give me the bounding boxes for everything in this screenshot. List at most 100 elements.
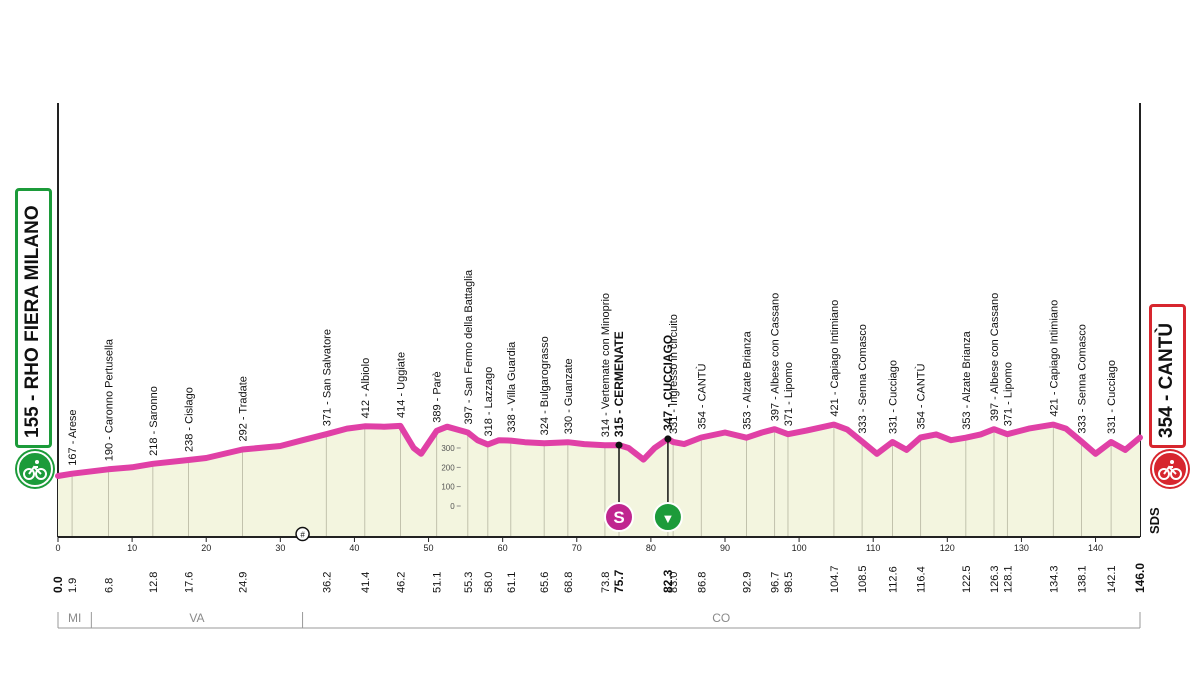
waypoint-label: 292 - Tradate [238, 376, 250, 441]
km-tick-label: 30 [275, 543, 285, 553]
km-tick-label: 80 [646, 543, 656, 553]
waypoint-label: 421 - Capiago Intimiano [1048, 300, 1060, 417]
marker-glyph: S [613, 508, 624, 527]
waypoint-label: 397 - Albese con Cassano [770, 293, 782, 421]
waypoint-label: 238 - Cislago [183, 387, 195, 452]
km-tick-label: 90 [720, 543, 730, 553]
waypoint-km-label: 138.1 [1076, 565, 1088, 593]
province-label: VA [189, 611, 204, 625]
finish-bike-icon [1152, 451, 1188, 487]
km-tick-label: 0 [55, 543, 60, 553]
start-bike-icon [17, 451, 53, 487]
province-label: CO [712, 611, 730, 625]
waypoint-label: 371 - San Salvatore [321, 329, 333, 426]
altitude-tick-label: 200 [441, 463, 455, 472]
waypoint-label: 333 - Senna Comasco [1076, 324, 1088, 433]
waypoint-km-label: 6.8 [103, 578, 115, 593]
start-label: 155 - RHO FIERA MILANO [22, 205, 43, 438]
waypoint-label: 347 - CUCCIAGO [661, 335, 675, 431]
waypoint-label: 371 - Lipomo [1002, 362, 1014, 426]
waypoint-label: 314 - Vertemate con Minoprio [600, 293, 612, 437]
waypoint-km-label: 92.9 [741, 572, 753, 593]
feed-zone-glyph: # [300, 531, 305, 540]
waypoint-label: 324 - Bulgarograsso [539, 336, 551, 435]
waypoint-km-label: 12.8 [148, 572, 160, 593]
province-label: MI [68, 611, 81, 625]
finish-logo: SDS [1147, 507, 1162, 534]
waypoint-km-label: 24.9 [238, 572, 250, 593]
waypoint-label: 315 - CERMENATE [612, 331, 626, 437]
waypoint-label: 330 - Guanzate [563, 358, 575, 434]
profile-area [58, 424, 1140, 537]
waypoint-label: 353 - Alzate Brianza [961, 330, 973, 429]
waypoint-km-label: 0.0 [51, 576, 65, 593]
waypoint-km-label: 128.1 [1002, 565, 1014, 593]
sprint-icon [604, 502, 635, 532]
waypoint-km-label: 41.4 [360, 572, 372, 593]
waypoint-km-label: 126.3 [989, 565, 1001, 593]
circuit-icon [652, 502, 683, 532]
waypoint-km-label: 82.3 [661, 569, 675, 593]
waypoint-label: 397 - Albese con Cassano [989, 293, 1001, 421]
km-tick-label: 60 [498, 543, 508, 553]
waypoint-km-label: 36.2 [321, 572, 333, 593]
km-tick-label: 120 [940, 543, 955, 553]
waypoint-km-label: 83.0 [668, 572, 680, 593]
km-tick-label: 20 [201, 543, 211, 553]
marker-dot [615, 441, 623, 449]
waypoint-km-label: 96.7 [770, 572, 782, 593]
waypoint-km-label: 108.5 [857, 565, 869, 593]
waypoint-label: 414 - Uggiate [395, 352, 407, 418]
waypoint-km-label: 68.8 [563, 572, 575, 593]
waypoint-label: 354 - CANTÙ [695, 363, 708, 429]
km-tick-label: 40 [349, 543, 359, 553]
waypoint-km-label: 75.7 [612, 569, 626, 593]
waypoint-km-label: 17.6 [183, 572, 195, 593]
waypoint-km-label: 61.1 [506, 572, 518, 593]
waypoint-km-label: 112.6 [887, 566, 899, 593]
waypoint-km-label: 104.7 [829, 565, 841, 593]
waypoint-label: 397 - San Fermo della Battaglia [463, 269, 475, 425]
waypoint-label: 354 - CANTÙ [915, 363, 928, 429]
waypoint-label: 412 - Albiolo [360, 358, 372, 419]
waypoint-km-label: 73.8 [600, 572, 612, 593]
waypoint-label: 421 - Capiago Intimiano [829, 300, 841, 417]
waypoint-label: 389 - Parè [432, 371, 444, 422]
waypoint-km-label: 98.5 [783, 572, 795, 593]
waypoint-label: 371 - Lipomo [783, 362, 795, 426]
km-tick-label: 100 [792, 543, 807, 553]
waypoint-label: 331 - Ingresso in circuito [668, 314, 680, 434]
waypoint-km-label: 86.8 [696, 572, 708, 593]
waypoint-label: 333 - Senna Comasco [857, 324, 869, 433]
waypoint-label: 353 - Alzate Brianza [741, 330, 753, 429]
waypoint-km-label: 46.2 [395, 572, 407, 593]
waypoint-km-label: 116.4 [916, 566, 928, 593]
waypoint-km-label: 134.3 [1048, 565, 1060, 593]
waypoint-label: 190 - Caronno Pertusella [103, 338, 115, 461]
waypoint-km-label: 142.1 [1106, 565, 1118, 593]
waypoint-km-label: 55.3 [463, 572, 475, 593]
km-tick-label: 50 [424, 543, 434, 553]
finish-label-box: 354 - CANTÙ [1149, 304, 1186, 448]
waypoint-label: 218 - Saronno [148, 386, 160, 456]
km-tick-label: 130 [1014, 543, 1029, 553]
waypoint-label: 167 - Arese [67, 409, 79, 465]
start-label-box: 155 - RHO FIERA MILANO [15, 188, 52, 448]
waypoint-label: 318 - Lazzago [483, 367, 495, 437]
marker-dot [664, 435, 672, 443]
waypoint-km-label: 1.9 [67, 578, 79, 593]
waypoint-km-label: 58.0 [483, 572, 495, 593]
waypoint-km-label: 51.1 [432, 572, 444, 593]
km-tick-label: 110 [866, 543, 880, 553]
altitude-tick-label: 300 [441, 444, 455, 453]
waypoint-km-label: 146.0 [1133, 563, 1147, 593]
waypoint-km-label: 65.6 [539, 572, 551, 593]
waypoint-label: 331 - Cucciago [887, 360, 899, 434]
waypoint-label: 338 - Villa Guardia [506, 341, 518, 433]
km-tick-label: 70 [572, 543, 582, 553]
km-tick-label: 10 [127, 543, 137, 553]
altitude-tick-label: 0 [450, 502, 455, 511]
km-tick-label: 140 [1088, 543, 1103, 553]
